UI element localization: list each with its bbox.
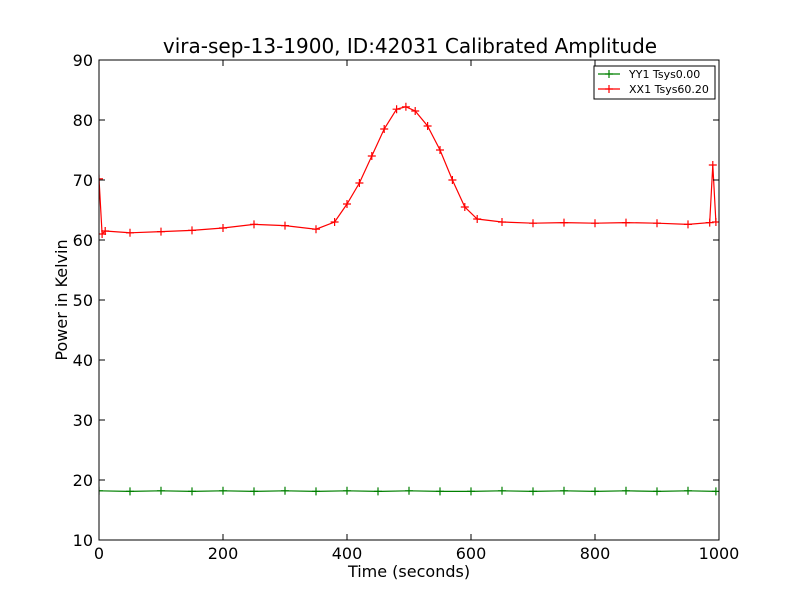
x-axis-title: Time (seconds)	[347, 562, 470, 581]
data-point	[157, 227, 165, 236]
x-tick-label: 200	[208, 544, 239, 563]
x-tick-label: 400	[332, 544, 363, 563]
data-point	[405, 486, 413, 495]
x-tick-label: 1000	[699, 544, 740, 563]
data-point	[591, 487, 599, 496]
data-point	[560, 218, 568, 227]
data-point	[374, 487, 382, 496]
data-point	[188, 487, 196, 496]
y-tick-label: 10	[73, 531, 93, 550]
y-tick-label: 60	[73, 231, 93, 250]
data-point	[355, 179, 364, 187]
data-point	[653, 219, 661, 228]
legend-box	[593, 65, 716, 100]
data-point	[529, 487, 537, 496]
legend: YY1 Tsys0.00 XX1 Tsys60.20	[593, 65, 716, 100]
data-point	[448, 176, 457, 184]
data-point	[436, 146, 444, 154]
y-tick-label: 40	[73, 351, 93, 370]
y-tick-label: 80	[73, 111, 93, 130]
x-tick-label: 800	[580, 544, 611, 563]
data-point	[684, 486, 692, 495]
data-point	[219, 486, 227, 495]
data-point	[473, 215, 482, 223]
data-point	[126, 487, 134, 496]
data-point	[281, 221, 289, 230]
data-point	[99, 174, 103, 183]
axis-ticks: 0 200 400 600 800 1000 10 20 30 40 50 60 70 80 90	[73, 51, 740, 563]
data-point	[411, 107, 420, 115]
data-point	[343, 486, 351, 495]
data-point	[653, 487, 661, 496]
data-point	[622, 218, 630, 227]
y-axis-title: Power in Kelvin	[52, 239, 71, 360]
data-point	[708, 161, 717, 169]
data-point	[312, 225, 320, 234]
data-point	[460, 203, 469, 211]
data-point	[126, 228, 134, 237]
data-point	[367, 152, 376, 160]
y-tick-label: 50	[73, 291, 93, 310]
series-1	[99, 486, 719, 496]
data-point	[401, 102, 410, 111]
data-point	[219, 224, 227, 232]
data-point	[423, 122, 432, 130]
y-tick-label: 30	[73, 411, 93, 430]
data-point	[101, 227, 110, 235]
y-tick-label: 90	[73, 51, 93, 70]
data-point	[392, 105, 401, 114]
data-point	[99, 486, 103, 495]
series-2	[99, 102, 719, 238]
data-point	[250, 220, 258, 229]
data-point	[498, 218, 506, 226]
data-point	[467, 487, 475, 496]
data-point	[343, 200, 351, 208]
data-point	[560, 486, 568, 495]
chart-title: vira-sep-13-1900, ID:42031 Calibrated Am…	[163, 34, 657, 58]
legend-marker	[605, 85, 613, 93]
data-point	[684, 220, 692, 229]
data-point	[591, 219, 599, 228]
data-point	[157, 486, 165, 495]
data-point	[188, 226, 196, 235]
x-tick-label: 600	[456, 544, 487, 563]
data-point	[312, 487, 320, 496]
y-tick-label: 20	[73, 471, 93, 490]
data-point	[281, 486, 289, 495]
legend-label: XX1 Tsys60.20	[629, 83, 709, 96]
x-tick-label: 0	[94, 544, 104, 563]
plot-frame	[98, 59, 720, 541]
data-point	[498, 486, 506, 495]
data-point	[436, 487, 444, 496]
legend-label: YY1 Tsys0.00	[628, 68, 700, 81]
legend-marker	[605, 70, 613, 78]
data-point	[250, 487, 258, 496]
data-point	[330, 218, 339, 226]
data-point	[380, 125, 389, 133]
data-point	[622, 486, 630, 495]
data-point	[529, 219, 537, 228]
series-2-line	[99, 106, 717, 236]
y-tick-label: 70	[73, 171, 93, 190]
